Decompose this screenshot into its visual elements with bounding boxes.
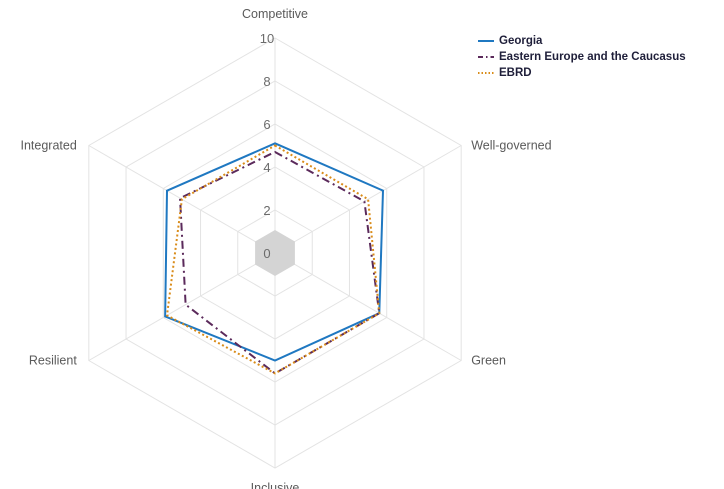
series-line-ebrd <box>165 144 381 375</box>
legend-item-eastern-europe-caucasus: Eastern Europe and the Caucasus <box>478 49 686 65</box>
axis-label-competitive: Competitive <box>242 7 308 21</box>
grid-spoke <box>274 145 462 254</box>
legend-label: Georgia <box>499 35 543 47</box>
axis-label-green: Green <box>471 354 506 368</box>
legend-label: EBRD <box>499 67 532 79</box>
tick-label: 4 <box>263 160 270 175</box>
tick-label: 10 <box>260 31 274 46</box>
tick-label: 8 <box>263 74 270 89</box>
tick-label: 6 <box>263 117 270 132</box>
legend-swatch-eastern-europe-caucasus <box>478 56 494 58</box>
radar-series <box>164 142 385 375</box>
legend-item-georgia: Georgia <box>478 33 686 49</box>
legend-item-ebrd: EBRD <box>478 65 686 81</box>
axis-label-inclusive: Inclusive <box>251 481 300 489</box>
legend-label: Eastern Europe and the Caucasus <box>499 51 686 63</box>
axis-label-well-governed: Well-governed <box>471 139 551 153</box>
legend-swatch-georgia <box>478 40 494 42</box>
axis-label-resilient: Resilient <box>29 354 77 368</box>
series-line-eastern-europe-and-the-caucasus <box>179 150 381 375</box>
tick-label: 0 <box>263 246 270 261</box>
center-hexagon <box>255 230 295 276</box>
axis-label-integrated: Integrated <box>21 139 77 153</box>
grid-spoke <box>274 252 462 361</box>
series-line-georgia <box>164 142 385 362</box>
radial-tick-labels: 0 2 4 6 8 10 <box>260 31 274 261</box>
tick-label: 2 <box>263 203 270 218</box>
legend-swatch-ebrd <box>478 72 494 74</box>
grid-spoke <box>88 252 276 361</box>
chart-legend: Georgia Eastern Europe and the Caucasus … <box>478 33 686 81</box>
axis-labels: Competitive Well-governed Green Inclusive Re… <box>21 7 552 489</box>
